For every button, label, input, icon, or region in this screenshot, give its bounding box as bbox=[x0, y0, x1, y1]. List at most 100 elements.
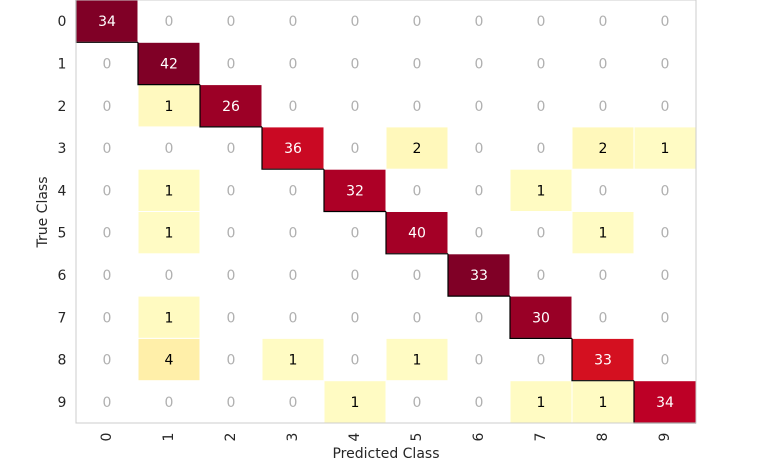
y-tick-label: 0 bbox=[58, 14, 67, 30]
heatmap-cell bbox=[509, 380, 573, 424]
cell-value-label: 0 bbox=[537, 14, 546, 30]
heatmap-cell bbox=[633, 380, 697, 424]
cell-value-label: 0 bbox=[661, 310, 670, 326]
cell-value-label: 1 bbox=[165, 99, 174, 115]
diagonal-cell-edge bbox=[447, 253, 510, 297]
heatmap-cell bbox=[261, 337, 325, 382]
cell-value-label: 32 bbox=[346, 183, 364, 199]
cell-value-label: 0 bbox=[537, 141, 546, 157]
cell-value-label: 0 bbox=[227, 14, 236, 30]
heatmap-cell bbox=[571, 126, 635, 170]
cell-value-label: 26 bbox=[222, 99, 240, 115]
cell-value-label: 0 bbox=[227, 395, 236, 411]
heatmap-cell bbox=[509, 295, 573, 339]
cell-value-label: 0 bbox=[227, 56, 236, 72]
cell-value-label: 0 bbox=[351, 56, 360, 72]
cell-value-label: 0 bbox=[413, 183, 422, 199]
cell-value-label: 0 bbox=[537, 56, 546, 72]
diagonal-cell-edge bbox=[385, 211, 448, 255]
heatmap-cells: 34 0 0 0 0 0 0 0 0 00 42 0 0 0 0 0 0 0 00 1 26 0 0 0 0 0 0 00 0 0 36 0 2… bbox=[75, 0, 697, 424]
heatmap-cell bbox=[571, 380, 635, 424]
cell-value-label: 0 bbox=[103, 183, 112, 199]
diagonal-cell-edge bbox=[323, 169, 386, 213]
heatmap-cell bbox=[137, 41, 201, 86]
cell-value-label: 1 bbox=[537, 395, 546, 411]
cell-value-label: 0 bbox=[289, 268, 298, 284]
cell-value-label: 0 bbox=[537, 226, 546, 242]
heatmap-cell bbox=[137, 168, 201, 212]
x-tick-label: 7 bbox=[533, 433, 549, 442]
cell-value-label: 4 bbox=[165, 353, 174, 369]
diagonal-cell-edge bbox=[137, 42, 200, 86]
cell-value-label: 0 bbox=[475, 310, 484, 326]
cell-value-label: 1 bbox=[413, 353, 422, 369]
cell-value-label: 1 bbox=[165, 183, 174, 199]
cell-value-label: 0 bbox=[537, 268, 546, 284]
cell-value-label: 1 bbox=[661, 141, 670, 157]
cell-value-label: 0 bbox=[227, 183, 236, 199]
y-tick-label: 7 bbox=[58, 310, 67, 326]
cell-value-label: 36 bbox=[284, 141, 302, 157]
cell-value-label: 0 bbox=[227, 310, 236, 326]
heatmap-cell bbox=[75, 0, 139, 43]
cell-value-label: 0 bbox=[413, 99, 422, 115]
heatmap-cell bbox=[509, 168, 573, 212]
cell-value-label: 0 bbox=[537, 353, 546, 369]
x-tick-label: 2 bbox=[223, 433, 239, 442]
x-tick-label: 6 bbox=[471, 432, 487, 441]
diagonal-cell-edge bbox=[509, 296, 572, 339]
cell-value-label: 0 bbox=[165, 141, 174, 157]
diagonal-cell-edge bbox=[199, 84, 262, 128]
cell-value-label: 0 bbox=[227, 353, 236, 369]
x-tick-label: 0 bbox=[99, 433, 115, 442]
heatmap-cell bbox=[447, 253, 511, 297]
cell-value-label: 0 bbox=[661, 14, 670, 30]
cell-value-label: 0 bbox=[661, 183, 670, 199]
cell-value-label: 33 bbox=[594, 353, 612, 369]
y-tick-label: 6 bbox=[58, 268, 67, 284]
cell-value-label: 0 bbox=[165, 395, 174, 411]
cell-value-label: 0 bbox=[413, 395, 422, 411]
heatmap-cell bbox=[323, 380, 387, 424]
cell-value-label: 0 bbox=[599, 14, 608, 30]
diagonal-cell-edge bbox=[261, 126, 324, 170]
cell-value-label: 34 bbox=[98, 14, 116, 30]
cell-value-label: 0 bbox=[227, 268, 236, 284]
y-tick-label: 2 bbox=[58, 99, 67, 115]
cell-value-label: 0 bbox=[661, 99, 670, 115]
cell-value-label: 0 bbox=[475, 353, 484, 369]
x-tick-labels: 0 1 2 3 4 5 6 7 8 9 bbox=[99, 432, 673, 441]
cell-value-label: 0 bbox=[475, 183, 484, 199]
y-tick-label: 9 bbox=[58, 395, 67, 411]
heatmap-cell bbox=[137, 295, 201, 339]
x-tick-label: 4 bbox=[347, 432, 363, 441]
cell-value-label: 0 bbox=[599, 268, 608, 284]
cell-value-label: 33 bbox=[470, 268, 488, 284]
cell-value-label: 1 bbox=[537, 183, 546, 199]
x-tick-label: 5 bbox=[409, 433, 425, 442]
cell-value-label: 0 bbox=[351, 310, 360, 326]
cell-value-label: 1 bbox=[599, 226, 608, 242]
cell-value-label: 0 bbox=[475, 99, 484, 115]
cell-value-label: 0 bbox=[475, 14, 484, 30]
cell-value-label: 0 bbox=[413, 14, 422, 30]
y-tick-label: 5 bbox=[58, 226, 67, 242]
cell-value-label: 0 bbox=[103, 226, 112, 242]
cell-value-label: 2 bbox=[413, 141, 422, 157]
cell-value-label: 0 bbox=[475, 141, 484, 157]
cell-value-label: 0 bbox=[289, 226, 298, 242]
cell-value-label: 0 bbox=[289, 99, 298, 115]
cell-value-label: 1 bbox=[599, 395, 608, 411]
cell-value-label: 30 bbox=[532, 310, 550, 326]
cell-value-label: 0 bbox=[351, 99, 360, 115]
y-tick-label: 8 bbox=[58, 353, 67, 369]
cell-value-label: 0 bbox=[289, 395, 298, 411]
cell-value-label: 0 bbox=[413, 56, 422, 72]
cell-value-label: 40 bbox=[408, 226, 426, 242]
y-tick-labels: 0 1 2 3 4 5 6 7 8 9 bbox=[58, 14, 67, 411]
cell-value-label: 0 bbox=[475, 226, 484, 242]
heatmap-cell bbox=[261, 126, 325, 170]
cell-value-label: 0 bbox=[103, 141, 112, 157]
cell-value-label: 0 bbox=[227, 226, 236, 242]
heatmap-cell bbox=[385, 337, 449, 382]
